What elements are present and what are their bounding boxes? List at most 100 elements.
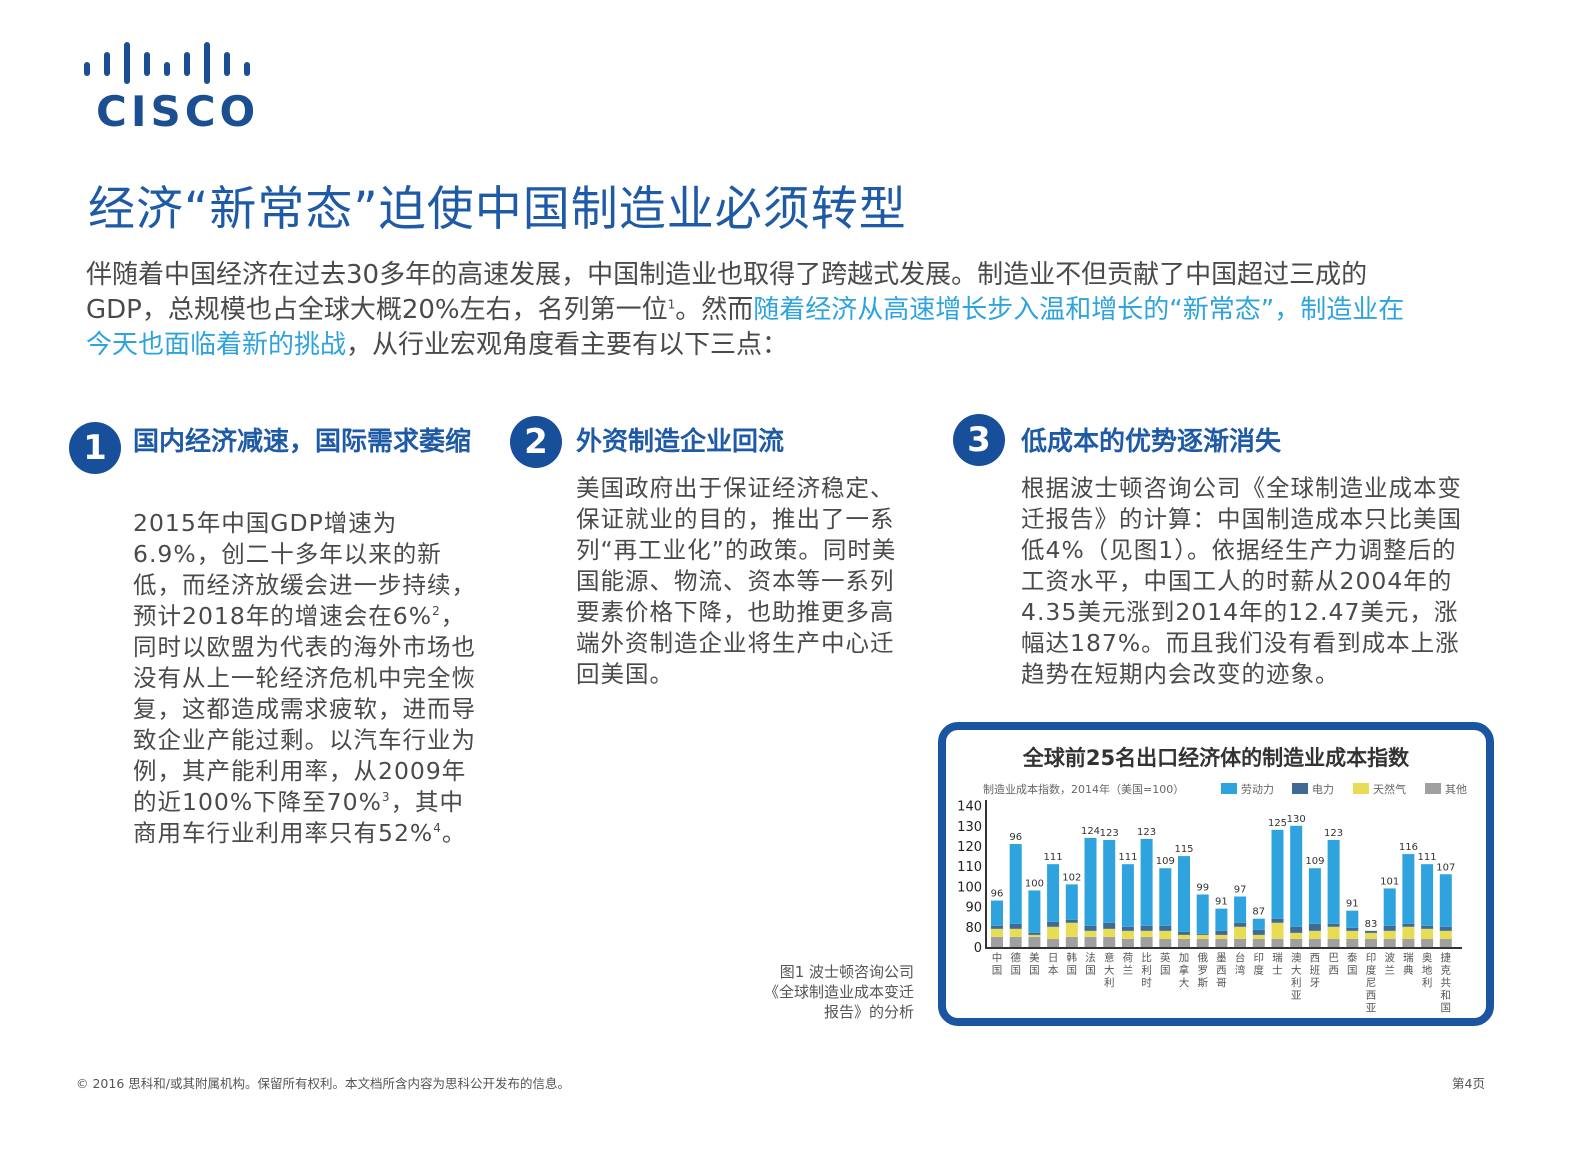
bar-segment-gas [1178, 934, 1190, 939]
bar-segment-gas [1271, 922, 1284, 939]
data-label: 83 [1365, 919, 1378, 930]
bar-segment-other [1065, 936, 1078, 947]
x-tick-label: 尼 [1366, 977, 1377, 989]
copyright-footer: © 2016 思科和/或其附属机构。保留所有权利。本文档所含内容为思科公开发布的… [76, 1076, 570, 1091]
bar-segment-power [1252, 929, 1265, 935]
data-label: 123 [1324, 828, 1343, 839]
bar-segment-labor [1327, 839, 1340, 924]
x-tick-label: 度 [1366, 964, 1377, 977]
section-number-1: 1 [69, 422, 121, 474]
bar-segment-power [1103, 922, 1116, 929]
y-tick-label: 140 [957, 800, 982, 815]
data-label: 102 [1062, 872, 1081, 883]
data-label: 97 [1234, 885, 1247, 896]
body-text: ，其中商用车行业利用率只有52% [133, 788, 465, 847]
bar-segment-gas [1402, 926, 1415, 939]
bar-segment-labor [1290, 825, 1303, 927]
bar-segment-other [1271, 938, 1284, 947]
caption-line: 图1 波士顿咨询公司 [779, 963, 914, 981]
data-label: 109 [1156, 856, 1175, 867]
x-tick-label: 度 [1254, 964, 1265, 977]
body-text: 2015年中国GDP增速为6.9%，创二十多年以来的新低，而经济放缓会进一步持续… [133, 509, 476, 630]
x-tick-label: 日 [1048, 952, 1059, 964]
intro-text: 伴随着中国经济在过去30多年的高速发展，中国制造业也取得了跨越式发展。制造业不但… [86, 260, 1368, 325]
bar-segment-other [1103, 936, 1116, 947]
data-label: 107 [1436, 862, 1455, 873]
x-tick-label: 兰 [1123, 964, 1134, 977]
x-tick-label: 亚 [1291, 990, 1302, 1002]
bar-segment-gas [1327, 926, 1340, 939]
x-tick-label: 国 [1010, 965, 1021, 977]
legend-label: 天然气 [1373, 782, 1406, 796]
bar-segment-labor [1178, 856, 1190, 932]
bar-segment-gas [991, 928, 1003, 937]
body-text: 根据波士顿咨询公司《全球制造业成本变迁报告》的计算：中国制造成本只比美国低4%（… [1021, 474, 1462, 688]
section-body-3: 根据波士顿咨询公司《全球制造业成本变迁报告》的计算：中国制造成本只比美国低4%（… [1021, 473, 1471, 690]
bar-segment-gas [1365, 932, 1377, 939]
bar-segment-labor [1159, 868, 1172, 926]
data-label: 130 [1287, 814, 1306, 825]
legend-swatch [1292, 783, 1308, 794]
bar-segment-labor [1047, 864, 1060, 922]
data-label: 123 [1137, 827, 1156, 838]
x-tick-label: 泰 [1347, 951, 1358, 964]
x-tick-label: 印 [1254, 952, 1265, 964]
data-label: 123 [1100, 828, 1119, 839]
x-tick-label: 大 [1179, 976, 1190, 989]
legend-swatch [1221, 783, 1237, 794]
bar-segment-power [1178, 931, 1190, 935]
x-tick-label: 捷 [1441, 951, 1452, 964]
x-tick-label: 加 [1179, 952, 1190, 964]
x-tick-label: 台 [1235, 951, 1246, 964]
bar-segment-labor [1402, 854, 1415, 924]
x-tick-label: 地 [1422, 964, 1433, 977]
bar-segment-gas [1009, 928, 1022, 937]
intro-paragraph: 伴随着中国经济在过去30多年的高速发展，中国制造业也取得了跨越式发展。制造业不但… [86, 258, 1406, 363]
x-tick-label: 国 [1347, 965, 1358, 977]
bar-segment-power [1290, 926, 1303, 933]
legend-label: 劳动力 [1241, 783, 1274, 796]
intro-text: 。然而 [675, 295, 754, 325]
x-tick-label: 典 [1403, 964, 1414, 977]
intro-highlight: 随着经济从高速增长步入温和增长的“新常态”，制造业在今天也面临着新的挑战 [86, 295, 1405, 360]
x-tick-label: 墨 [1216, 952, 1227, 964]
data-label: 91 [1215, 897, 1228, 908]
bar-segment-gas [1103, 928, 1116, 937]
bar-segment-gas [1196, 934, 1209, 939]
x-tick-label: 西 [1366, 990, 1377, 1002]
bar-segment-other [1327, 938, 1340, 947]
bar-segment-labor [1196, 894, 1209, 934]
x-tick-label: 意 [1104, 951, 1115, 964]
body-text: ，同时以欧盟为代表的海外市场也没有从上一轮经济危机中完全恢复，这都造成需求疲软，… [133, 602, 476, 816]
x-tick-label: 英 [1160, 951, 1171, 964]
x-tick-label: 波 [1384, 951, 1395, 964]
x-tick-label: 亚 [1366, 1002, 1377, 1014]
x-tick-label: 中 [992, 951, 1003, 964]
body-text: 美国政府出于保证经济稳定、保证就业的目的，推出了一系列“再工业化”的政策。同时美… [576, 474, 897, 688]
x-tick-label: 利 [1141, 965, 1152, 977]
data-label: 111 [1044, 852, 1063, 863]
x-tick-label: 比 [1141, 951, 1152, 964]
data-label: 115 [1174, 844, 1193, 855]
x-tick-label: 牙 [1310, 977, 1321, 989]
data-label: 116 [1399, 842, 1418, 853]
legend-label: 电力 [1312, 783, 1334, 796]
data-label: 100 [1025, 878, 1044, 889]
bar-segment-power [1140, 925, 1153, 931]
bar-segment-power [991, 925, 1003, 929]
bar-segment-labor [1103, 839, 1116, 923]
x-tick-label: 印 [1366, 952, 1377, 964]
y-tick-label: 110 [957, 860, 982, 875]
bar-segment-power [1346, 927, 1359, 931]
bar-segment-gas [1346, 930, 1359, 939]
bar-segment-gas [1084, 930, 1097, 937]
bar-segment-power [1196, 933, 1209, 935]
bar-segment-other [1308, 938, 1321, 947]
bar-segment-other [1196, 938, 1209, 947]
bar-segment-other [1178, 938, 1190, 947]
figure-caption: 图1 波士顿咨询公司 《全球制造业成本变迁 报告》的分析 [700, 962, 914, 1022]
bar-segment-labor [1346, 910, 1359, 928]
data-label: 101 [1380, 876, 1399, 887]
bar-segment-gas [1065, 922, 1078, 937]
